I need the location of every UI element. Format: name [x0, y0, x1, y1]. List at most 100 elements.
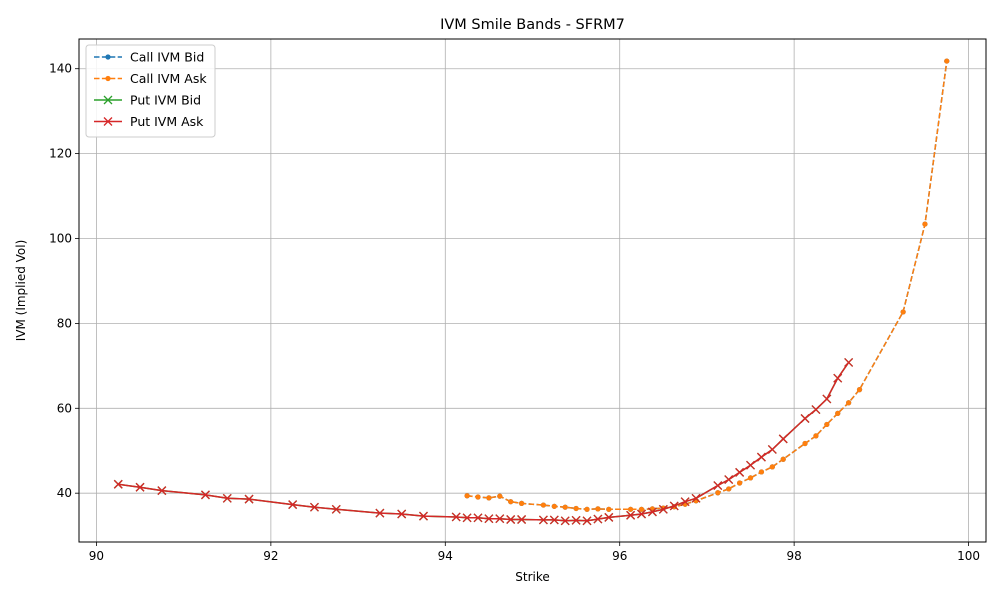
series-1: [464, 58, 950, 512]
data-point: [508, 499, 514, 505]
data-point: [778, 434, 788, 444]
data-point: [540, 502, 547, 508]
legend-entry: Put IVM Ask: [94, 114, 204, 129]
data-point: [538, 515, 548, 525]
series-0: [464, 58, 950, 512]
data-point: [582, 516, 592, 526]
data-point: [746, 460, 755, 470]
data-point: [593, 514, 603, 524]
series-layer: [113, 58, 950, 526]
data-point: [900, 309, 906, 315]
data-point: [135, 482, 145, 492]
data-point: [473, 513, 483, 523]
data-point: [638, 506, 645, 512]
legend-marker: [103, 117, 113, 126]
legend-box: [85, 44, 216, 138]
series-line: [467, 61, 948, 511]
data-point: [462, 513, 472, 523]
data-point: [756, 452, 766, 462]
data-point: [571, 515, 581, 525]
data-point: [113, 479, 123, 489]
data-point: [518, 500, 525, 506]
data-point: [737, 480, 743, 486]
data-point: [419, 511, 428, 521]
data-point: [769, 464, 775, 470]
x-tick-label: 90: [89, 549, 104, 563]
data-point: [331, 504, 341, 514]
data-point: [724, 475, 734, 485]
x-axis-title: Strike: [515, 570, 550, 584]
data-point: [517, 515, 527, 524]
data-point: [735, 467, 745, 477]
legend-label: Call IVM Ask: [130, 71, 207, 86]
y-axis-title: IVM (Implied Vol): [14, 240, 28, 342]
data-point: [484, 514, 494, 524]
x-tick-label: 96: [612, 549, 627, 563]
data-point: [637, 509, 646, 519]
x-tick-label: 100: [957, 549, 980, 563]
legend-label: Put IVM Bid: [130, 93, 201, 108]
data-point: [626, 510, 636, 520]
data-point: [397, 509, 407, 519]
data-point: [497, 493, 503, 499]
data-point: [715, 490, 721, 496]
data-point: [222, 493, 232, 503]
data-point: [604, 512, 614, 522]
legend-entry: Call IVM Ask: [94, 71, 207, 86]
chart-title: IVM Smile Bands - SFRM7: [440, 17, 625, 33]
data-point: [200, 490, 210, 500]
data-point: [560, 516, 570, 526]
data-point: [680, 497, 690, 507]
data-point: [833, 373, 843, 383]
data-point: [691, 493, 701, 503]
legend-marker: [105, 54, 111, 60]
grid-lines: [79, 39, 986, 542]
data-point: [922, 221, 928, 227]
legend-marker: [105, 75, 111, 82]
data-point: [464, 493, 470, 499]
data-point: [486, 495, 492, 501]
data-point: [758, 469, 765, 475]
data-point: [375, 508, 385, 518]
data-point: [244, 494, 254, 504]
x-tick-label: 92: [263, 549, 278, 563]
data-point: [562, 504, 568, 510]
legend-label: Call IVM Bid: [130, 50, 204, 65]
data-point: [451, 512, 461, 522]
data-point: [767, 445, 777, 454]
data-point: [856, 387, 863, 393]
plot-frame: [78, 38, 987, 543]
y-tick-label: 120: [49, 147, 72, 161]
data-point: [288, 500, 298, 510]
data-point: [747, 475, 754, 481]
y-tick-label: 100: [49, 232, 72, 246]
legend-entry: Put IVM Bid: [94, 93, 201, 108]
data-point: [802, 440, 808, 447]
data-point: [647, 507, 657, 517]
y-tick-label: 60: [57, 401, 72, 415]
data-point: [944, 58, 950, 64]
data-point: [606, 506, 612, 512]
data-point: [658, 504, 668, 514]
data-point: [780, 456, 786, 462]
x-tick-label: 98: [786, 549, 801, 563]
data-point: [310, 502, 319, 512]
y-tick-label: 140: [49, 62, 72, 76]
data-point: [846, 400, 852, 406]
data-point: [844, 357, 854, 367]
data-point: [584, 506, 590, 512]
y-tick-label: 40: [57, 486, 72, 500]
legend-marker: [103, 95, 113, 105]
data-point: [824, 421, 830, 428]
data-point: [628, 506, 634, 512]
data-point: [669, 501, 679, 511]
series-3: [113, 357, 854, 526]
data-point: [800, 414, 810, 423]
legend-label: Put IVM Ask: [130, 114, 204, 129]
data-point: [495, 514, 505, 524]
data-point: [811, 405, 821, 415]
data-point: [726, 486, 732, 492]
data-point: [573, 505, 579, 512]
series-line: [467, 61, 948, 511]
